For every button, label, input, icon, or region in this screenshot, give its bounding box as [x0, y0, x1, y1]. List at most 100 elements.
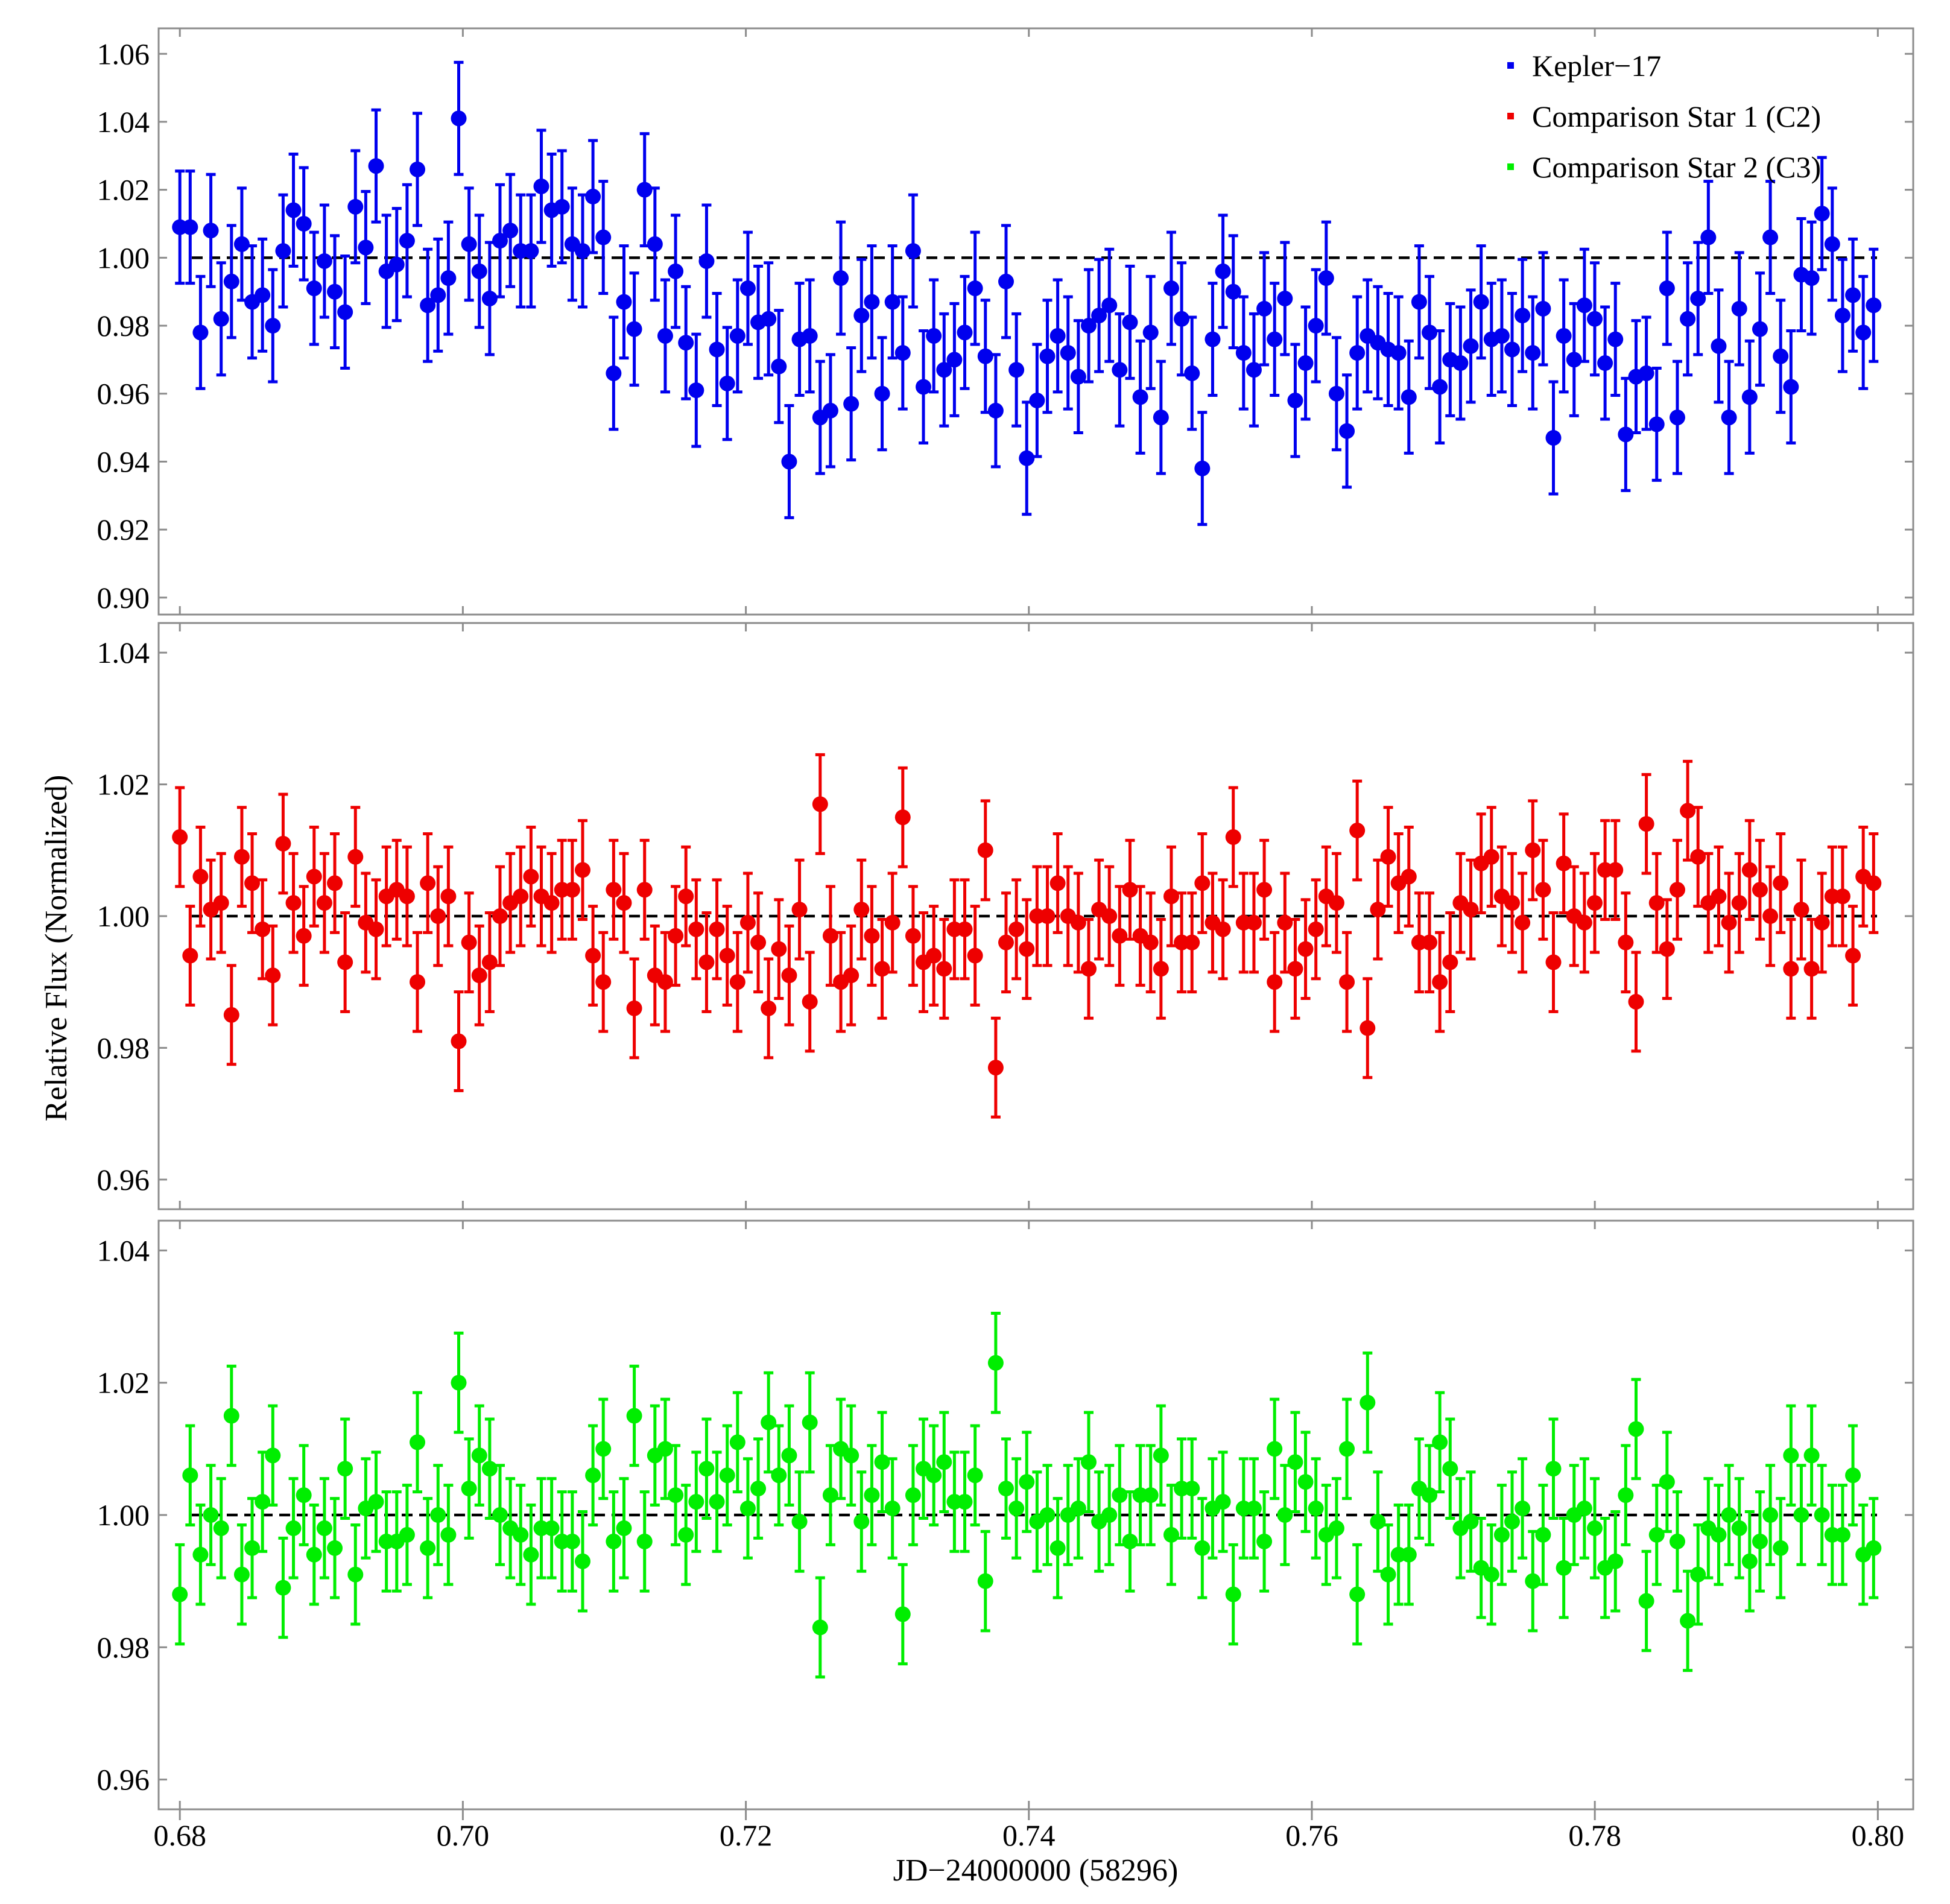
data-marker — [1845, 287, 1861, 303]
data-point — [1587, 852, 1603, 954]
data-point — [1803, 220, 1820, 336]
data-marker — [1483, 849, 1499, 865]
data-point — [1648, 852, 1665, 954]
data-marker — [698, 954, 715, 970]
data-marker — [987, 402, 1004, 419]
data-point — [1814, 871, 1830, 974]
data-point — [1442, 1417, 1458, 1520]
data-point — [739, 230, 756, 346]
data-point — [1205, 871, 1221, 974]
data-point — [1039, 1464, 1056, 1566]
data-point — [843, 1404, 859, 1507]
data-point — [833, 220, 849, 336]
data-point — [1483, 806, 1499, 908]
data-point — [698, 911, 715, 1013]
data-point — [1049, 832, 1066, 934]
data-marker — [936, 362, 952, 378]
data-point — [1101, 1464, 1118, 1566]
data-marker — [1803, 961, 1820, 977]
data-point — [1287, 343, 1303, 458]
data-marker — [853, 308, 870, 324]
data-marker — [1628, 1421, 1644, 1437]
x-tick-label: 0.74 — [1002, 1818, 1056, 1852]
data-marker — [1866, 297, 1882, 314]
data-marker — [884, 914, 901, 931]
data-marker — [1370, 1513, 1386, 1529]
data-marker — [853, 1513, 870, 1529]
data-point — [1287, 1411, 1303, 1514]
data-marker — [657, 974, 673, 990]
data-point — [358, 871, 374, 974]
data-marker — [1659, 280, 1675, 297]
data-marker — [1711, 338, 1727, 354]
data-marker — [1566, 352, 1582, 368]
data-point — [1360, 278, 1376, 394]
data-point — [781, 924, 797, 1026]
data-marker — [606, 365, 622, 381]
data-point — [327, 234, 343, 350]
comparison-star-1-series — [172, 753, 1882, 1119]
data-marker — [636, 182, 653, 198]
data-marker — [1328, 385, 1344, 402]
data-marker — [1845, 947, 1861, 964]
data-point — [1711, 845, 1727, 947]
data-marker — [296, 216, 312, 232]
data-marker — [729, 327, 745, 344]
data-point — [750, 1437, 767, 1540]
data-marker — [1122, 314, 1138, 331]
legend-label-comparison-star-2: Comparison Star 2 (C3) — [1532, 150, 1821, 184]
data-point — [1091, 1470, 1107, 1573]
data-point — [1308, 268, 1324, 384]
data-marker — [1039, 1507, 1056, 1523]
data-point — [223, 224, 239, 340]
data-point — [1834, 258, 1850, 373]
data-marker — [430, 287, 446, 303]
data-marker — [1401, 389, 1417, 405]
data-point — [1762, 1464, 1779, 1566]
data-point — [822, 885, 838, 987]
data-point — [265, 924, 281, 1026]
data-marker — [203, 223, 219, 239]
data-marker — [1493, 327, 1510, 344]
data-point — [265, 268, 281, 384]
data-marker — [987, 1060, 1004, 1076]
data-point — [606, 315, 622, 431]
data-marker — [1638, 816, 1654, 832]
data-marker — [678, 888, 694, 905]
data-marker — [1525, 1573, 1541, 1589]
data-point — [1504, 852, 1521, 954]
data-marker — [1845, 1467, 1861, 1484]
data-point — [337, 911, 353, 1013]
data-marker — [1339, 1441, 1355, 1457]
data-point — [709, 1450, 725, 1553]
data-marker — [739, 280, 756, 297]
data-marker — [864, 1487, 880, 1504]
data-marker — [430, 1507, 446, 1523]
data-point — [1080, 1411, 1097, 1514]
data-marker — [864, 928, 880, 944]
data-marker — [1741, 862, 1758, 878]
data-marker — [1112, 928, 1128, 944]
data-point — [916, 329, 932, 444]
data-point — [791, 858, 808, 961]
data-point — [1422, 274, 1438, 390]
data-point — [1504, 1470, 1521, 1573]
data-point — [244, 244, 261, 360]
data-point — [285, 152, 302, 268]
data-marker — [874, 385, 890, 402]
data-marker — [316, 895, 332, 911]
data-marker — [399, 888, 415, 905]
data-point — [1380, 1523, 1396, 1626]
data-marker — [1834, 888, 1850, 905]
data-marker — [1556, 855, 1572, 871]
data-point — [368, 878, 384, 981]
data-marker — [255, 287, 271, 303]
data-point — [636, 838, 653, 941]
y-tick-label: 0.96 — [97, 1763, 150, 1797]
data-marker — [213, 1520, 229, 1536]
data-point — [192, 274, 209, 390]
data-point — [1432, 1391, 1448, 1494]
data-marker — [182, 947, 198, 964]
data-point — [1277, 241, 1293, 356]
data-point — [1163, 845, 1179, 947]
